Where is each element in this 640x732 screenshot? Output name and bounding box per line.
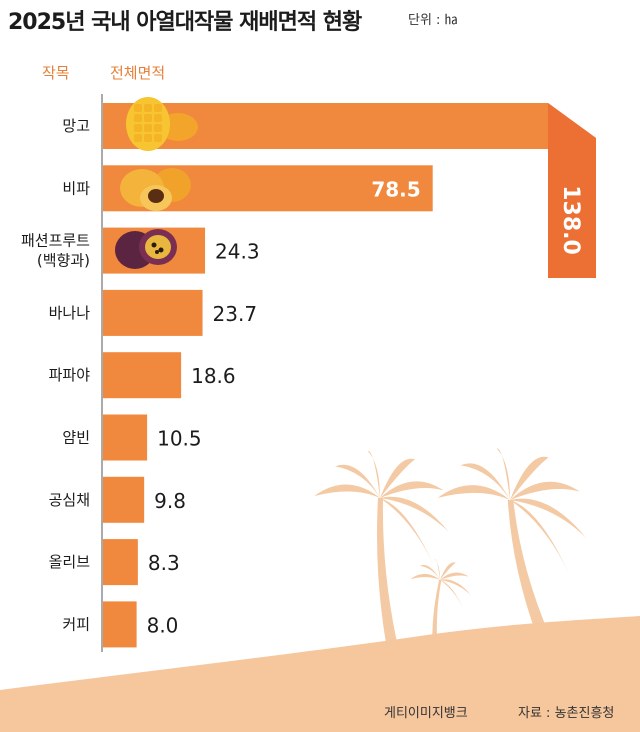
bar bbox=[103, 539, 138, 586]
header-crop: 작목 bbox=[42, 64, 70, 82]
passion-fruit-icon bbox=[115, 229, 177, 269]
value-label: 24.3 bbox=[215, 240, 260, 264]
value-label: 10.5 bbox=[157, 427, 202, 451]
value-label: 18.6 bbox=[191, 364, 236, 388]
data-source: 자료 : 농촌진흥청 bbox=[518, 706, 615, 721]
bar-fold bbox=[548, 103, 596, 278]
value-label: 8.3 bbox=[148, 551, 180, 575]
bar bbox=[103, 414, 148, 461]
category-label: 얌빈 bbox=[62, 429, 90, 447]
image-credit: 게티이미지뱅크 bbox=[384, 706, 468, 721]
bar bbox=[103, 103, 596, 278]
palm-tree-illustration bbox=[314, 448, 586, 660]
value-label: 8.0 bbox=[147, 613, 179, 637]
category-label: 바나나 bbox=[49, 304, 91, 322]
sand-dune bbox=[0, 616, 640, 732]
header-area: 전체면적 bbox=[110, 64, 166, 82]
bar bbox=[103, 601, 137, 648]
bar bbox=[103, 476, 145, 523]
chart-title: 2025년 국내 아열대작물 재배면적 현황 bbox=[8, 10, 362, 35]
bar bbox=[103, 289, 203, 336]
loquat-icon bbox=[120, 168, 191, 211]
unit-label: 단위 : ㏊ bbox=[408, 13, 458, 28]
category-label: 망고 bbox=[62, 117, 90, 135]
bar bbox=[103, 352, 182, 399]
value-label: 9.8 bbox=[154, 489, 186, 513]
value-label: 138.0 bbox=[558, 185, 583, 255]
value-label: 23.7 bbox=[213, 302, 258, 326]
mango-icon bbox=[126, 97, 198, 151]
category-label: 패션프루트 (백향과) bbox=[21, 232, 90, 270]
category-label: 커피 bbox=[62, 615, 90, 633]
category-label: 비파 bbox=[62, 179, 90, 197]
category-label: 파파야 bbox=[49, 366, 91, 384]
value-label: 78.5 bbox=[371, 177, 420, 201]
category-label: 공심채 bbox=[49, 491, 90, 509]
category-label: 올리브 bbox=[49, 553, 91, 571]
